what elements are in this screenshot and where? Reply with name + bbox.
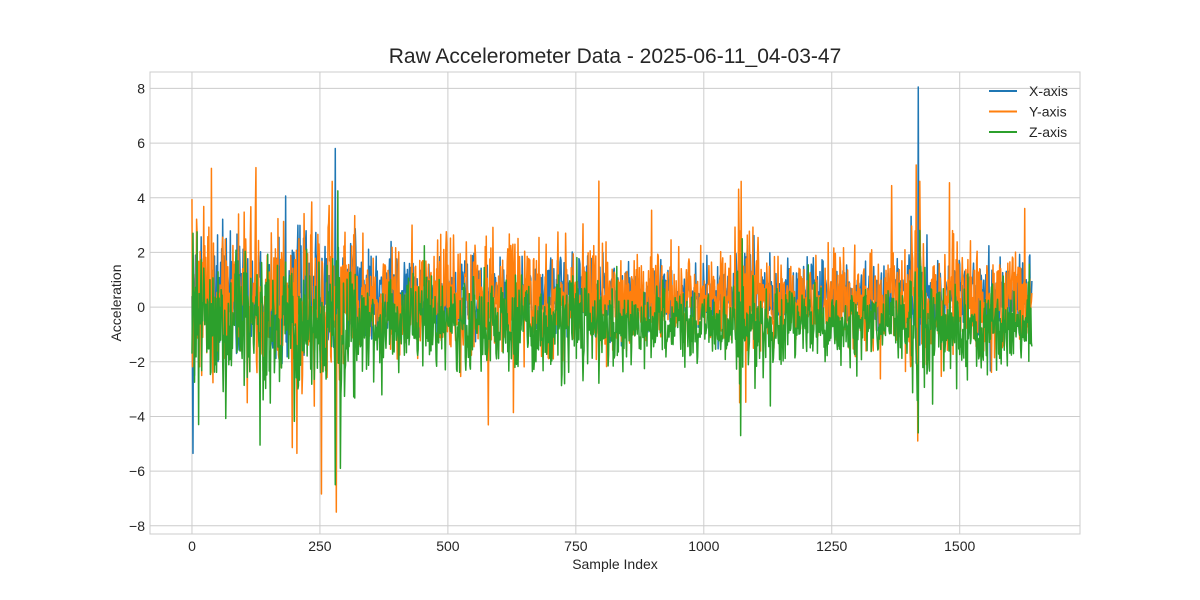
y-tick-label: −8 — [129, 518, 145, 534]
y-tick-label: −6 — [129, 463, 145, 479]
tick-labels: 0 250 500 750 1000 1250 1500 −8 −6 −4 −2 0 2 4 6 8 — [129, 80, 975, 554]
series-line-z-axis — [191, 190, 1033, 486]
y-tick-label: 8 — [137, 80, 145, 96]
x-tick-label: 0 — [188, 538, 196, 554]
x-tick-label: 500 — [436, 538, 460, 554]
legend: X-axis Y-axis Z-axis — [989, 83, 1068, 140]
series-lines — [191, 86, 1033, 513]
y-tick-label: 0 — [137, 299, 145, 315]
y-tick-label: 4 — [137, 190, 145, 206]
y-tick-label: −4 — [129, 408, 145, 424]
y-tick-label: 2 — [137, 244, 145, 260]
x-tick-label: 1000 — [688, 538, 719, 554]
x-tick-label: 1250 — [816, 538, 847, 554]
legend-label: X-axis — [1029, 83, 1068, 99]
y-tick-label: −2 — [129, 354, 145, 370]
x-tick-label: 750 — [564, 538, 588, 554]
x-tick-label: 1500 — [944, 538, 975, 554]
y-tick-label: 6 — [137, 135, 145, 151]
plot-frame — [149, 71, 1081, 535]
x-tick-label: 250 — [308, 538, 332, 554]
x-axis-label: Sample Index — [572, 556, 658, 572]
y-axis-label: Acceleration — [108, 264, 124, 341]
legend-label: Y-axis — [1029, 104, 1067, 120]
legend-label: Z-axis — [1029, 124, 1067, 140]
chart-title: Raw Accelerometer Data - 2025-06-11_04-0… — [389, 45, 842, 68]
